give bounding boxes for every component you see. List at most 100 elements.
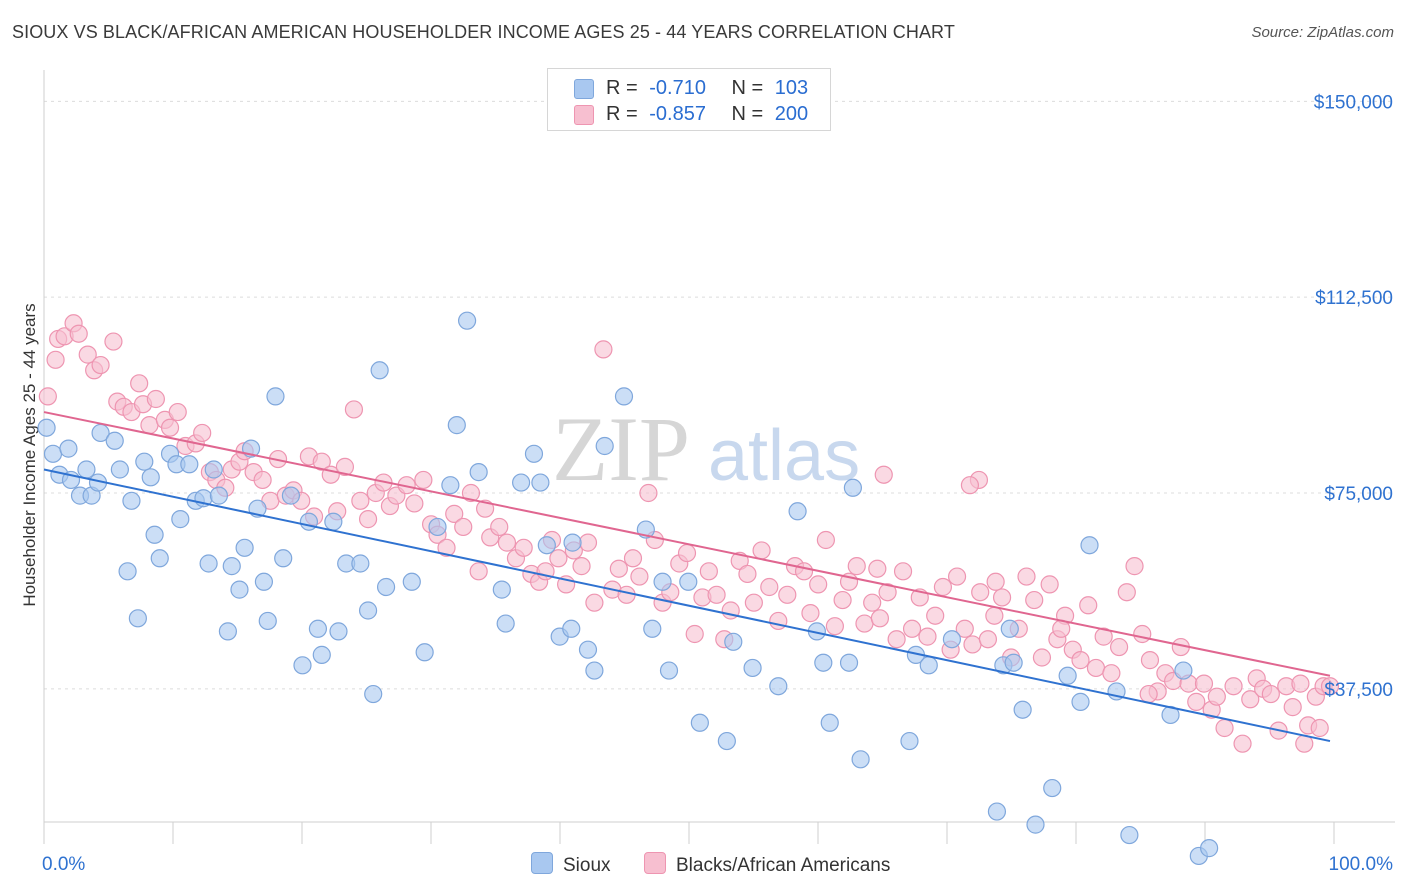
black-point — [978, 630, 998, 649]
sioux-point — [1000, 619, 1019, 638]
bottom-legend-black-label: Blacks/African Americans — [676, 855, 891, 876]
sioux-point — [105, 431, 124, 450]
sioux-point — [1026, 815, 1045, 834]
sioux-point — [1043, 778, 1062, 798]
sioux-point — [1058, 666, 1077, 685]
black-point — [585, 593, 604, 612]
black-point — [738, 564, 757, 584]
black-point — [760, 577, 779, 597]
black-point — [801, 604, 820, 623]
black-point — [1079, 596, 1098, 615]
sioux-point — [199, 554, 218, 573]
sioux-point — [122, 491, 141, 510]
black-point — [104, 332, 123, 351]
black-point — [744, 593, 763, 612]
sioux-swatch — [574, 79, 594, 99]
black-point — [985, 606, 1004, 625]
sioux-point — [230, 580, 249, 599]
legend-r-label: R = — [606, 103, 638, 125]
black-point — [1133, 624, 1152, 644]
sioux-point — [135, 452, 154, 471]
black-point — [437, 538, 456, 557]
black-point — [572, 557, 591, 576]
sioux-point — [1080, 536, 1099, 555]
sioux-point — [839, 653, 859, 672]
sioux-point — [900, 731, 919, 751]
black-point — [878, 583, 897, 602]
sioux-point — [524, 444, 544, 463]
sioux-point — [919, 656, 938, 675]
black-point — [639, 483, 658, 503]
black-point — [769, 611, 788, 631]
black-point — [1140, 651, 1160, 670]
sioux-point — [1013, 700, 1032, 719]
black-point — [1207, 687, 1226, 706]
sioux-point — [402, 572, 421, 591]
black-point — [1194, 674, 1214, 693]
black-point — [1025, 590, 1044, 610]
chart-title: SIOUX VS BLACK/AFRICAN AMERICAN HOUSEHOL… — [12, 22, 955, 42]
sioux-point — [324, 512, 343, 531]
sioux-point — [769, 677, 788, 696]
sioux-point — [643, 619, 662, 638]
sioux-point — [578, 640, 598, 659]
sioux-point — [43, 444, 63, 463]
sioux-point — [441, 476, 460, 495]
black-point — [623, 549, 643, 568]
black-swatch — [644, 852, 666, 874]
bottom-legend-sioux-label: Sioux — [563, 855, 611, 876]
black-point — [816, 530, 835, 550]
sioux-swatch — [531, 852, 553, 874]
trend-lines — [43, 411, 1331, 743]
black-point — [461, 483, 481, 503]
legend-n-label: N = — [731, 103, 764, 125]
sioux-point — [537, 536, 556, 555]
watermark-atlas: atlas — [708, 416, 860, 496]
sioux-point — [1120, 825, 1139, 845]
sioux-point — [415, 643, 434, 662]
black-point — [549, 549, 568, 568]
black-point — [78, 345, 97, 364]
black-point — [38, 387, 57, 406]
sioux-point — [512, 473, 531, 492]
sioux-point — [254, 572, 274, 591]
black-point — [475, 499, 495, 518]
sioux-point — [743, 658, 762, 678]
black-point — [868, 559, 887, 578]
black-point — [926, 606, 945, 625]
sioux-trend-line — [43, 468, 1331, 743]
black-point — [778, 585, 797, 604]
sioux-point — [235, 538, 254, 557]
black-point — [752, 541, 771, 560]
sioux-point — [1174, 661, 1193, 680]
black-point — [955, 619, 974, 638]
legend-r-value-sioux: -0.710 — [649, 77, 706, 99]
sioux-point — [312, 645, 331, 664]
sioux-point — [457, 311, 477, 330]
black-point — [1261, 684, 1280, 704]
sioux-point — [987, 802, 1007, 821]
black-point — [358, 510, 378, 529]
sioux-point — [364, 684, 383, 704]
black-point — [1109, 637, 1129, 657]
black-point — [46, 350, 65, 369]
black-trend-line — [43, 411, 1331, 677]
black-point — [630, 567, 649, 586]
black-point — [1040, 575, 1059, 594]
black-point — [1125, 557, 1144, 576]
black-point — [1139, 684, 1158, 704]
x-tick-label: 100.0% — [1329, 854, 1394, 875]
black-point — [454, 517, 473, 537]
black-point — [992, 588, 1012, 607]
sioux-point — [150, 549, 169, 568]
sioux-point — [717, 731, 736, 751]
sioux-point — [110, 460, 129, 479]
black-point — [902, 619, 922, 638]
sioux-point — [358, 601, 378, 620]
sioux-point — [428, 517, 447, 537]
sioux-point — [171, 510, 190, 529]
watermark: ZIP atlas — [552, 398, 860, 500]
bottom-legend-sioux: Sioux — [531, 852, 611, 877]
black-point — [1071, 651, 1090, 670]
black-point — [1032, 648, 1052, 667]
